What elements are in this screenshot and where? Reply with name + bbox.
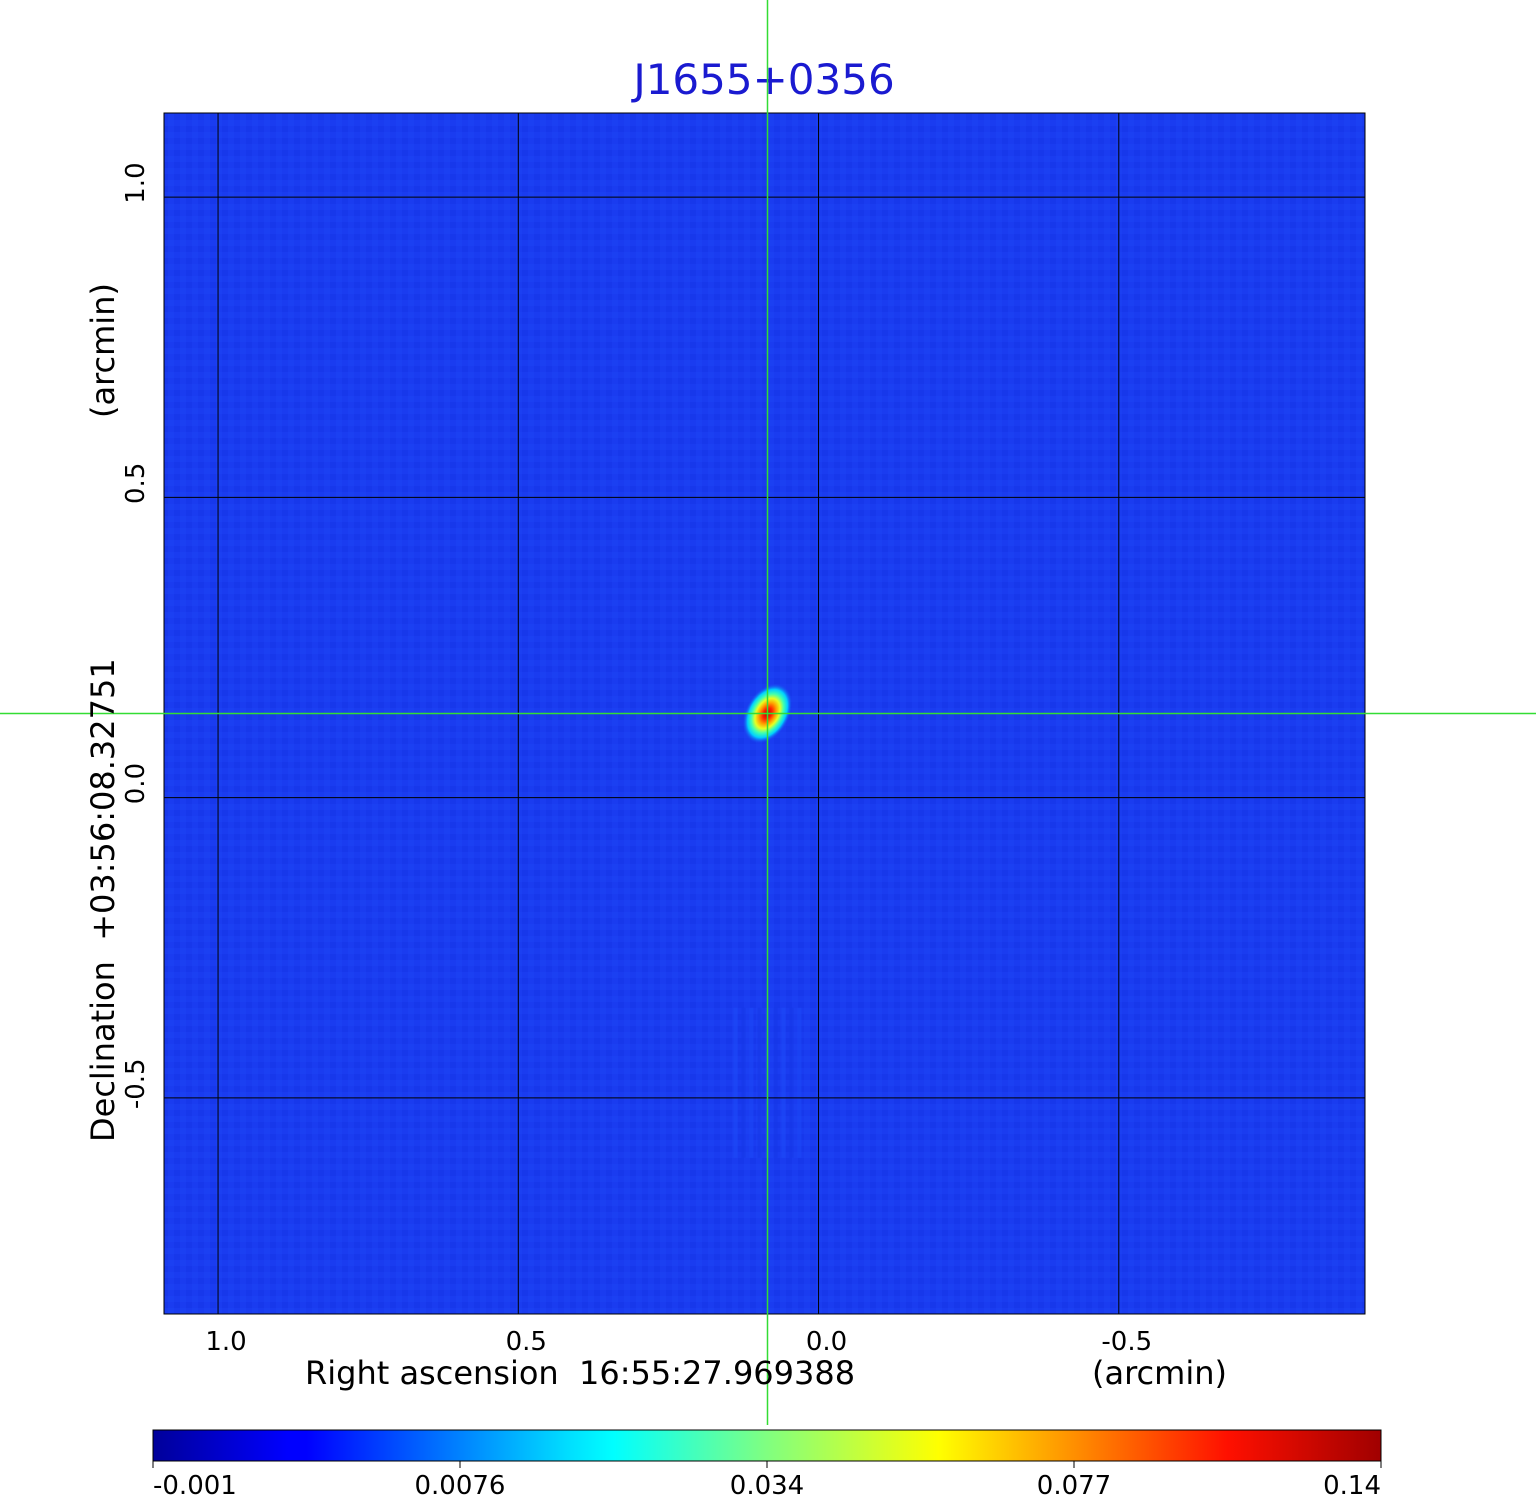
x-axis-label: Right ascension 16:55:27.969388 — [305, 1354, 855, 1392]
artifact-stripe — [749, 1007, 754, 1158]
y-tick-label: 0.0 — [121, 763, 151, 804]
y-tick-labels: 1.0 0.5 0.0 -0.5 — [121, 162, 151, 1109]
colorbar-tick-label: 0.14 — [1323, 1471, 1381, 1500]
y-tick-label: 0.5 — [121, 463, 151, 504]
artifact-stripe — [741, 1007, 746, 1158]
colorbar-ticks: -0.001 0.0076 0.034 0.077 0.14 — [152, 1461, 1382, 1500]
colorbar-tick-label: 0.077 — [1037, 1471, 1111, 1500]
x-tick-label: 0.0 — [806, 1327, 847, 1357]
artifact-stripe — [733, 1007, 738, 1158]
colorbar: -0.001 0.0076 0.034 0.077 0.14 — [152, 1429, 1382, 1500]
artifact-stripe — [797, 1007, 802, 1158]
y-axis-unit: (arcmin) — [84, 283, 122, 418]
y-tick-label: -0.5 — [121, 1058, 151, 1109]
artifact-stripe — [773, 1007, 778, 1158]
artifact-stripe — [781, 1007, 786, 1158]
colorbar-tick-label: -0.001 — [153, 1471, 237, 1500]
x-tick-label: 1.0 — [205, 1327, 246, 1357]
y-tick-label: 1.0 — [121, 162, 151, 203]
colorbar-gradient — [152, 1429, 1382, 1462]
x-tick-labels: 1.0 0.5 0.0 -0.5 — [205, 1327, 1152, 1357]
x-tick-label: -0.5 — [1101, 1327, 1152, 1357]
x-tick-label: 0.5 — [506, 1327, 547, 1357]
artifact-stripe — [789, 1007, 794, 1158]
chart-title: J1655+0356 — [630, 55, 894, 104]
artifact-stripe — [757, 1007, 762, 1158]
y-axis-label: Declination +03:56:08.32751 — [84, 658, 122, 1142]
x-axis-unit: (arcmin) — [1092, 1354, 1227, 1392]
colorbar-tick-label: 0.0076 — [415, 1471, 506, 1500]
colorbar-tick-label: 0.034 — [730, 1471, 804, 1500]
